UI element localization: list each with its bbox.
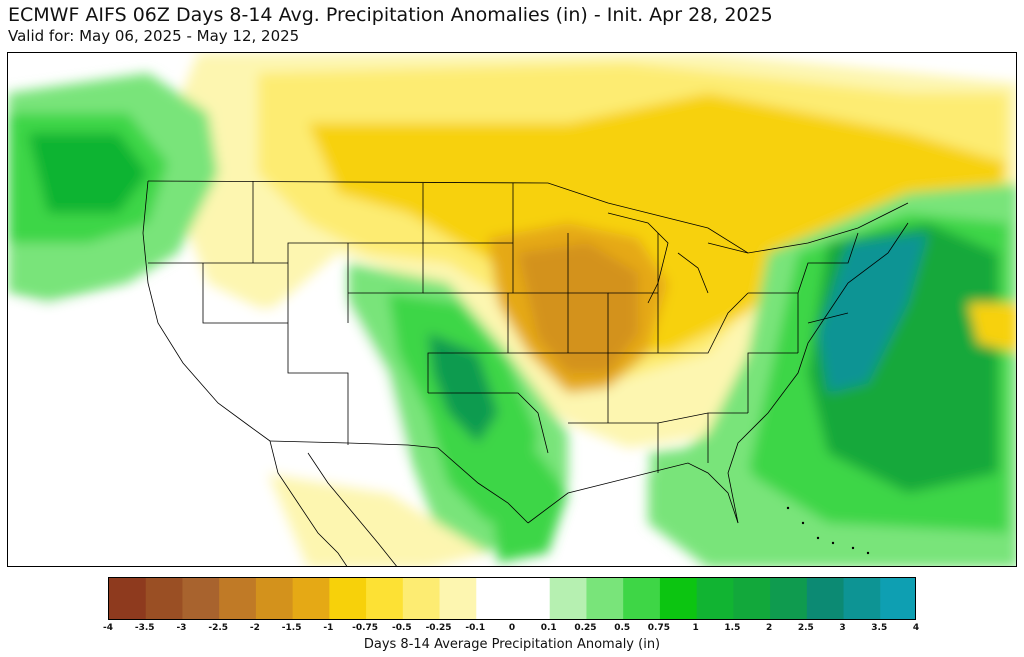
- colorbar-swatch: [366, 578, 404, 619]
- colorbar-tick-label: 3: [839, 623, 846, 633]
- us-canada-border: [147, 180, 909, 254]
- colorbar-tick-labels: -4 -3.5 -3 -2.5 -2 -1.5 -1 -0.75 -0.5 -0.25 -0.1 0 0…: [103, 621, 920, 635]
- colorbar-swatch: [513, 578, 551, 619]
- colorbar-swatch: [292, 578, 330, 619]
- valid-dates-subtitle: Valid for: May 06, 2025 - May 12, 2025: [8, 27, 300, 45]
- baja-coast: [269, 440, 348, 566]
- colorbar-swatch: [439, 578, 477, 619]
- colorbar-swatch: [549, 578, 587, 619]
- colorbar-tick-label: -3: [176, 623, 187, 633]
- political-boundaries: [142, 180, 909, 566]
- precipitation-anomaly-map: [7, 52, 1017, 567]
- colorbar-tick-label: 0.75: [647, 623, 671, 633]
- atlantic-coast: [727, 222, 909, 524]
- colorbar-swatch: [770, 578, 808, 619]
- colorbar-swatch: [659, 578, 698, 619]
- colorbar-tick-label: 0.25: [574, 623, 597, 633]
- colorbar-tick-label: 4: [912, 623, 920, 633]
- colorbar-swatch: [623, 578, 661, 619]
- mexico-west-coast: [307, 452, 397, 566]
- gulf-south-wet: [488, 453, 568, 563]
- map-title: ECMWF AIFS 06Z Days 8-14 Avg. Precipitat…: [8, 4, 773, 26]
- state-lines-northeast: [748, 232, 859, 353]
- state-lines-central: [423, 183, 609, 454]
- colorbar-swatch: [696, 578, 734, 619]
- precipitation-colorbar: [108, 577, 916, 620]
- state-lines-east: [568, 233, 798, 473]
- colorbar-swatch: [806, 578, 845, 619]
- colorbar-tick-label: -1: [323, 623, 334, 633]
- colorbar-tick-label: -1.5: [281, 623, 302, 633]
- colorbar-swatch: [733, 578, 771, 619]
- colorbar-tick-label: -0.25: [425, 623, 452, 633]
- colorbar-tick-label: 2: [765, 623, 773, 633]
- colorbar-swatch: [402, 578, 441, 619]
- caribbean-islands: [786, 506, 870, 555]
- pnw-wet-strong: [28, 133, 148, 213]
- mexico-dry: [268, 473, 488, 566]
- colorbar-tick-label: -4: [103, 623, 113, 633]
- colorbar-title: Days 8-14 Average Precipitation Anomaly …: [363, 637, 661, 652]
- colorbar-tick-label: 0.5: [614, 623, 631, 633]
- atlantic-wet-very-strong: [818, 233, 928, 393]
- colorbar-swatch: [476, 578, 514, 619]
- dry-moderate-region: [308, 93, 1008, 353]
- colorbar-tick-label: 1: [692, 623, 699, 633]
- colorbar-tick-label: -0.75: [352, 623, 379, 633]
- colorbar-swatch: [255, 578, 294, 619]
- colorbar-tick-label: -2: [249, 623, 260, 633]
- colorbar-tick-label: -2.5: [208, 623, 229, 633]
- west-coast: [142, 180, 271, 442]
- colorbar-swatch: [329, 578, 367, 619]
- colorbar-tick-label: -0.5: [391, 623, 412, 633]
- colorbar-swatch: [109, 578, 147, 619]
- southwest-neutral: [188, 303, 408, 503]
- atlantic-dry-patch: [968, 303, 1016, 353]
- colorbar-tick-label: 1.5: [724, 623, 741, 633]
- colorbar-swatch: [880, 578, 915, 619]
- colorbar-swatch: [182, 578, 220, 619]
- state-lines-west: [148, 181, 424, 445]
- colorbar-swatches: [109, 578, 915, 619]
- great-lakes: [607, 212, 749, 304]
- colorbar-tick-label: 3.5: [871, 623, 888, 633]
- colorbar-tick-label: 0.1: [540, 623, 557, 633]
- plains-wet-strong: [428, 333, 498, 443]
- colorbar-swatch: [843, 578, 881, 619]
- colorbar-tick-label: -0.1: [465, 623, 486, 633]
- colorbar-tick-label: 2.5: [797, 623, 814, 633]
- pacific-neutral: [8, 303, 268, 566]
- gulf-coast: [527, 462, 739, 524]
- anomaly-shading: [8, 53, 1016, 566]
- colorbar-swatch: [586, 578, 624, 619]
- colorbar-tick-label: 0: [508, 623, 516, 633]
- colorbar-swatch: [145, 578, 183, 619]
- anomaly-map-svg: [8, 53, 1016, 566]
- colorbar-tick-label: -3.5: [134, 623, 155, 633]
- colorbar-swatch: [219, 578, 257, 619]
